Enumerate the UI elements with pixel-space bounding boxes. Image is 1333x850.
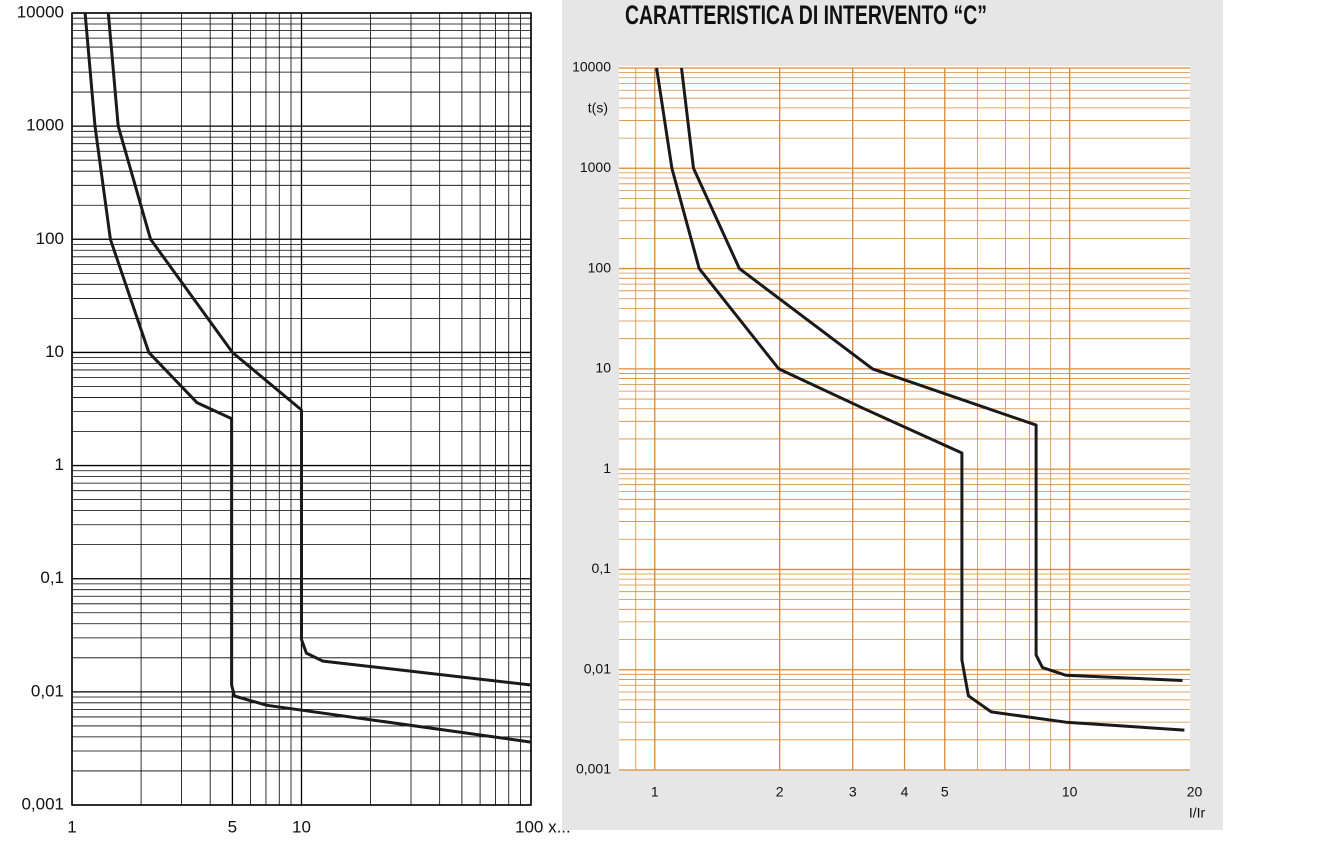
x-tick-label: 1 <box>67 817 76 836</box>
y-tick-label: 0,1 <box>40 568 64 587</box>
trip-curve <box>83 12 532 744</box>
x-tick-label: 5 <box>228 817 237 836</box>
trip-curve <box>106 12 532 687</box>
y-axis-label: t(s) <box>588 100 608 116</box>
x-tick-label: 4 <box>901 784 909 800</box>
y-tick-label: 1000 <box>26 116 64 135</box>
x-tick-label: 10 <box>292 817 311 836</box>
y-tick-label: 10 <box>45 342 64 361</box>
x-tick-label: 5 <box>941 784 949 800</box>
y-tick-label: 0,001 <box>576 761 611 777</box>
x-axis-label: I/Ir <box>1189 805 1206 821</box>
y-tick-label: 1 <box>603 460 611 476</box>
y-tick-label: 1000 <box>580 159 611 175</box>
x-tick-label: 2 <box>776 784 784 800</box>
trip-curve <box>680 67 1183 682</box>
chart-title: CARATTERISTICA DI INTERVENTO “C” <box>625 0 987 30</box>
y-tick-label: 1 <box>55 455 64 474</box>
trip-curve <box>655 67 1185 732</box>
y-tick-label: 10000 <box>17 2 64 21</box>
plot-frame <box>71 12 532 806</box>
y-tick-label: 10000 <box>572 59 611 75</box>
x-tick-label: 20 <box>1187 784 1203 800</box>
x-tick-label: 10 <box>1062 784 1078 800</box>
y-tick-label: 10 <box>595 360 611 376</box>
x-tick-label: 3 <box>849 784 857 800</box>
y-tick-label: 0,01 <box>584 660 611 676</box>
x-tick-label: 100 x... <box>515 817 571 836</box>
x-tick-label: 1 <box>651 784 659 800</box>
y-tick-label: 0,01 <box>31 681 64 700</box>
y-tick-label: 0,001 <box>21 794 64 813</box>
y-tick-label: 100 <box>36 229 64 248</box>
y-tick-label: 0,1 <box>592 560 612 576</box>
y-tick-label: 100 <box>588 259 612 275</box>
